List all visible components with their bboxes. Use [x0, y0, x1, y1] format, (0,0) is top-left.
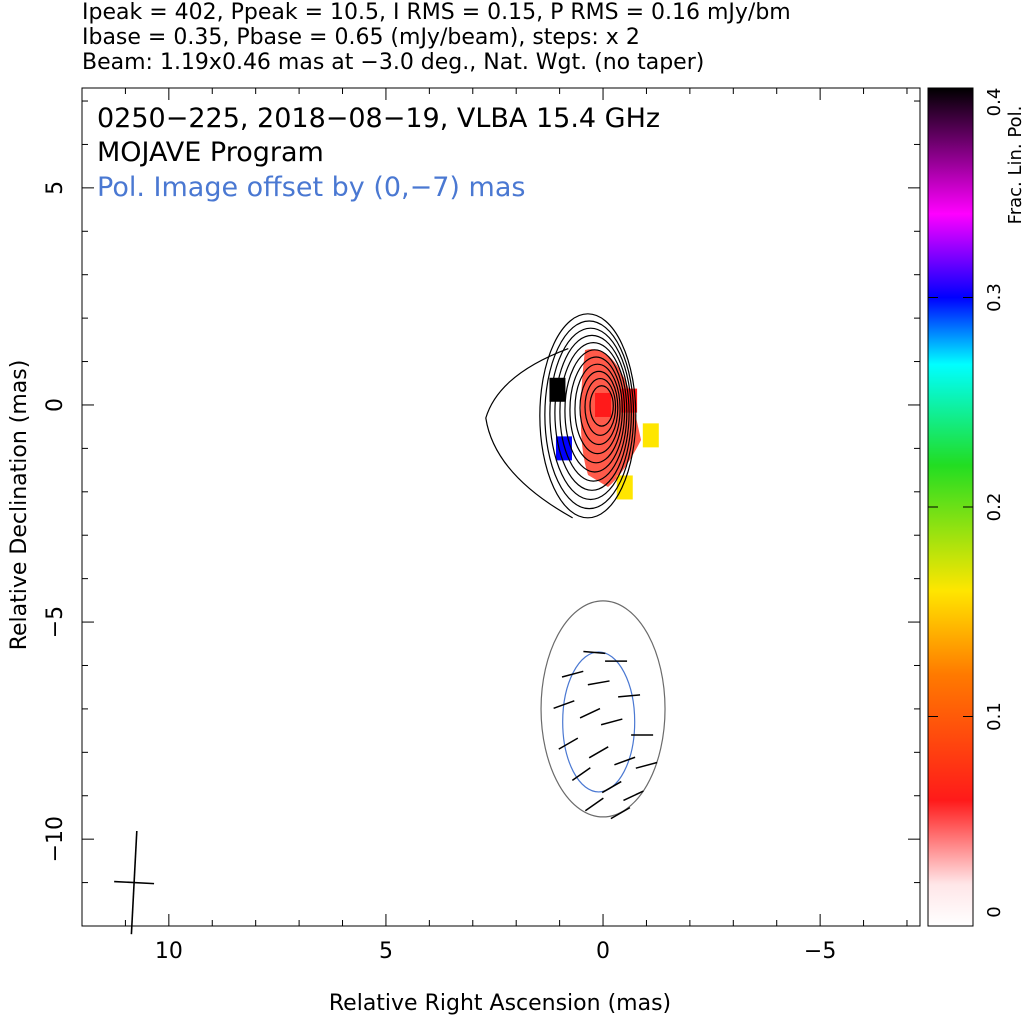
polarization-pixel — [616, 475, 633, 500]
y-tick-label: −10 — [43, 816, 68, 862]
evpa-vector — [571, 767, 591, 781]
intensity-contour — [579, 370, 619, 446]
axis-ticks: 10 5 0 −5 5 0 −5 −10 — [43, 88, 920, 964]
x-tick-label: −5 — [804, 939, 836, 964]
evpa-vector — [553, 700, 575, 710]
intensity-contour — [544, 320, 635, 510]
evpa-vector — [583, 650, 606, 655]
intensity-contour — [559, 341, 628, 482]
colorbar: 0 0.1 0.2 0.3 0.4 Frac. Lin. Pol. — [927, 87, 1026, 927]
evpa-vector — [558, 737, 579, 750]
intensity-contour — [564, 349, 626, 473]
chart-subtitle: MOJAVE Program — [97, 137, 324, 168]
evpa-vectors — [553, 650, 658, 820]
beam-minor-axis — [114, 880, 155, 885]
evpa-vector — [587, 680, 610, 686]
evpa-vector — [561, 670, 584, 678]
x-axis-label: Relative Right Ascension (mas) — [329, 991, 671, 1016]
offset-annotation: Pol. Image offset by (0,−7) mas — [97, 172, 525, 203]
header-line-3: Beam: 1.19x0.46 mas at −3.0 deg., Nat. W… — [82, 50, 705, 75]
x-tick-label: 0 — [596, 939, 610, 964]
intensity-contour — [549, 327, 632, 501]
intensity-contour — [539, 313, 637, 519]
evpa-vector — [588, 746, 609, 759]
evpa-vector — [610, 806, 631, 820]
y-tick-label: 5 — [43, 181, 68, 195]
chart-title: 0250−225, 2018−08−19, VLBA 15.4 GHz — [97, 103, 660, 134]
intensity-contour — [584, 377, 617, 436]
evpa-vector — [579, 707, 601, 719]
colorbar-ticks: 0 0.1 0.2 0.3 0.4 — [928, 87, 1005, 927]
evpa-vector — [601, 780, 622, 794]
polarization-pixel — [595, 392, 612, 417]
colorbar-tick-label: 0.3 — [984, 283, 1005, 312]
y-tick-label: −5 — [43, 606, 68, 638]
intensity-contour — [569, 356, 623, 464]
polarization-pixel — [642, 423, 659, 448]
intensity-contour — [574, 363, 621, 455]
header: Ipeak = 402, Ppeak = 10.5, I RMS = 0.15,… — [82, 0, 1022, 75]
plot-area: 10 5 0 −5 5 0 −5 −10 — [43, 87, 921, 964]
colorbar-tick-label: 0.2 — [984, 493, 1005, 522]
evpa-vector — [635, 761, 658, 769]
colorbar-tick-label: 0.4 — [984, 88, 1005, 117]
y-axis-label: Relative Declination (mas) — [7, 360, 32, 651]
colorbar-tick-label: 0 — [984, 906, 1005, 917]
intensity-contour — [589, 385, 614, 427]
header-line-1: Ipeak = 402, Ppeak = 10.5, I RMS = 0.15,… — [82, 0, 791, 25]
evpa-vector — [623, 790, 644, 802]
x-tick-label: 5 — [379, 939, 393, 964]
colorbar-tick-label: 0.1 — [984, 702, 1005, 731]
evpa-vector — [614, 756, 636, 766]
polarized-intensity-contours — [540, 600, 666, 818]
total-intensity-contours — [485, 313, 637, 519]
intensity-contour — [554, 334, 630, 491]
polarization-pixel — [549, 377, 566, 402]
polarization-contour — [562, 651, 636, 793]
evpa-vector — [600, 718, 623, 726]
x-tick-label: 10 — [155, 939, 183, 964]
beam-cross — [114, 830, 155, 935]
offset-outer-contour — [540, 600, 666, 818]
plot-frame — [81, 87, 921, 927]
y-tick-label: 0 — [43, 398, 68, 412]
evpa-vector — [618, 694, 641, 698]
header-line-2: Ibase = 0.35, Pbase = 0.65 (mJy/beam), s… — [82, 25, 640, 50]
colorbar-label: Frac. Lin. Pol. — [1005, 106, 1026, 225]
evpa-vector — [584, 797, 604, 812]
jet-contour — [485, 347, 573, 519]
